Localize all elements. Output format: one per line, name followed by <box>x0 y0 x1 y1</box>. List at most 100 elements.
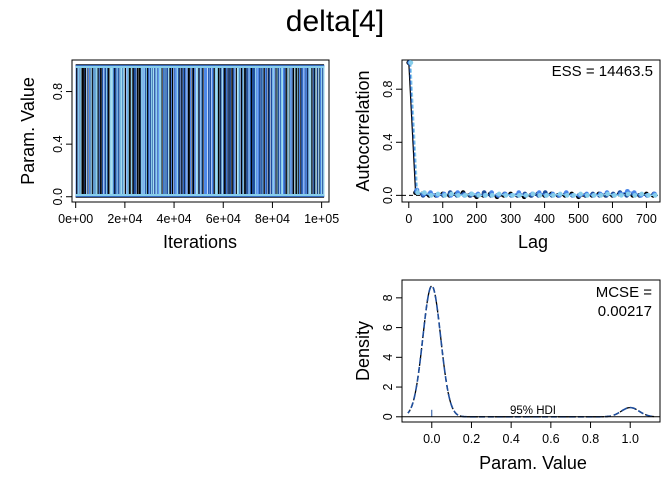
acf-point <box>496 191 502 197</box>
density-curve <box>402 284 660 418</box>
density-x-tick-label: 0.8 <box>582 432 599 446</box>
acf-point <box>551 192 556 198</box>
acf-x-tick-label: 0 <box>405 212 412 226</box>
density-x-tick-label: 0.2 <box>463 432 480 446</box>
acf-x-axis: 0 100 200 300 400 500 600 700 <box>405 202 657 226</box>
density-x-tick-label: 0.6 <box>542 432 559 446</box>
hdi-label: 95% HDI <box>510 405 556 417</box>
acf-point <box>462 192 468 198</box>
density-y-axis: 0 2 4 6 8 <box>381 294 402 420</box>
trace-y-tick-label: 0.0 <box>51 188 65 205</box>
acf-point <box>428 192 434 198</box>
mcse-value: 0.00217 <box>598 303 652 320</box>
trace-x-tick-label: 4e+04 <box>157 212 192 226</box>
acf-x-label: Lag <box>518 232 548 252</box>
trace-y-tick-label: 0.4 <box>51 135 65 152</box>
acf-x-tick-label: 400 <box>534 212 555 226</box>
density-x-axis: 0.0 0.2 0.4 0.6 0.8 1.0 <box>423 422 639 446</box>
density-y-label: Density <box>353 321 373 381</box>
trace-x-tick-label: 0e+00 <box>58 212 93 226</box>
density-line-blue <box>407 284 655 418</box>
density-x-label: Param. Value <box>479 453 587 473</box>
acf-series-line <box>408 62 655 196</box>
density-x-tick-label: 1.0 <box>622 432 639 446</box>
acf-point <box>476 192 482 198</box>
acf-series-line <box>408 62 654 198</box>
density-y-tick-label: 4 <box>381 354 395 361</box>
acf-point <box>618 192 624 198</box>
acf-point <box>530 191 536 197</box>
acf-y-tick-label: 0.0 <box>381 187 395 204</box>
density-x-tick-label: 0.4 <box>502 432 519 446</box>
acf-point <box>449 191 454 197</box>
acf-point <box>591 192 597 198</box>
acf-point <box>422 190 427 196</box>
acf-point <box>625 191 631 197</box>
acf-point <box>632 192 638 198</box>
trace-x-label: Iterations <box>163 232 237 252</box>
acf-point <box>646 192 651 198</box>
density-y-tick-label: 6 <box>381 324 395 331</box>
acf-series <box>402 60 660 200</box>
density-x-tick-label: 0.0 <box>423 432 440 446</box>
acf-x-tick-label: 100 <box>432 212 453 226</box>
acf-x-tick-label: 700 <box>636 212 657 226</box>
acf-point <box>517 192 522 198</box>
acf-frame <box>401 59 661 203</box>
trace-y-tick-label: 0.8 <box>51 83 65 100</box>
acf-point <box>598 192 604 198</box>
acf-x-tick-label: 300 <box>500 212 521 226</box>
density-y-tick-label: 2 <box>381 384 395 391</box>
acf-x-tick-label: 600 <box>602 212 623 226</box>
acf-point <box>510 192 516 198</box>
trace-frame <box>71 59 330 203</box>
acf-point <box>584 192 590 198</box>
acf-series-line <box>409 62 655 196</box>
acf-point <box>442 192 448 198</box>
acf-point <box>435 191 441 197</box>
acf-series-line <box>410 62 656 196</box>
trace-y-axis: 0.0 0.4 0.8 <box>51 83 72 205</box>
trace-x-tick-label: 6e+04 <box>206 212 241 226</box>
acf-point <box>489 192 495 198</box>
acf-point <box>415 190 421 196</box>
trace-y-label: Param. Value <box>18 77 38 185</box>
acf-y-label: Autocorrelation <box>353 70 373 191</box>
density-frame <box>401 279 661 423</box>
acf-y-tick-label: 0.8 <box>381 80 395 97</box>
acf-point <box>612 192 617 198</box>
trace-x-axis: 0e+00 2e+04 4e+04 6e+04 8e+04 1e+05 <box>58 202 339 226</box>
acf-point <box>469 191 475 197</box>
acf-point <box>483 192 488 198</box>
density-y-tick-label: 0 <box>381 413 395 420</box>
acf-y-tick-label: 0.4 <box>381 134 395 151</box>
acf-point <box>605 191 611 197</box>
acf-point <box>503 192 509 198</box>
acf-point <box>639 191 645 197</box>
acf-point <box>523 192 529 198</box>
density-y-tick-label: 8 <box>381 294 395 301</box>
acf-point <box>571 192 577 198</box>
figure-title: delta[4] <box>286 5 384 38</box>
acf-x-tick-label: 500 <box>568 212 589 226</box>
acf-point <box>455 192 461 198</box>
mcse-label: MCSE = <box>596 284 653 301</box>
acf-point <box>652 192 658 198</box>
trace-x-tick-label: 8e+04 <box>255 212 290 226</box>
acf-point <box>564 192 570 198</box>
acf-point <box>537 192 543 198</box>
acf-x-tick-label: 200 <box>466 212 487 226</box>
ess-annotation: ESS = 14463.5 <box>552 63 653 80</box>
trace-x-tick-label: 1e+05 <box>304 212 339 226</box>
acf-y-axis: 0.0 0.4 0.8 <box>381 80 402 204</box>
acf-point <box>408 60 414 66</box>
acf-point <box>544 192 550 198</box>
trace-panel: 0e+00 2e+04 4e+04 6e+04 8e+04 1e+05 0.0 0.4 0.8… <box>18 59 339 252</box>
acf-point <box>557 191 563 197</box>
trace-x-tick-label: 2e+04 <box>107 212 142 226</box>
acf-point <box>578 191 583 197</box>
autocorrelation-panel: 0 100 200 300 400 500 600 700 0.0 0.4 0.8 ESS = 1… <box>353 59 661 252</box>
trace-lines <box>75 64 325 198</box>
